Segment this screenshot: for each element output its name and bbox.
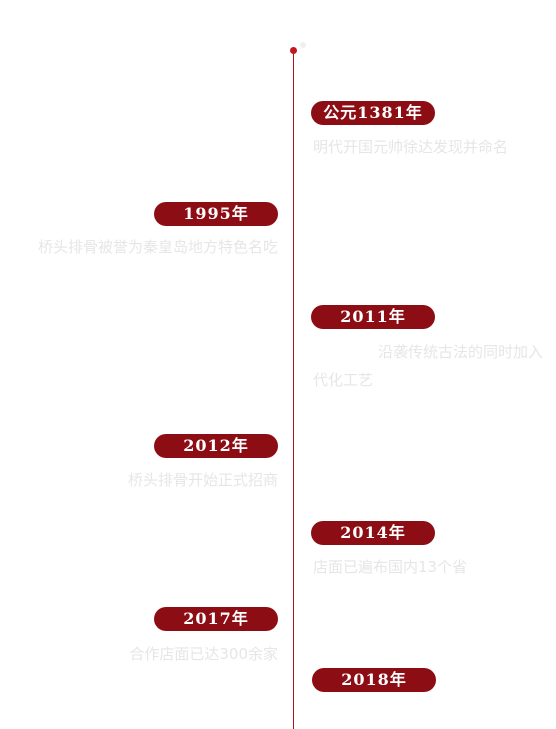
year-badge-1995: 1995年 — [154, 202, 278, 226]
event-description-2012: 桥头排骨开始正式招商 — [127, 471, 278, 489]
year-badge-1381: 公元1381年 — [311, 101, 435, 125]
timeline-line — [293, 50, 294, 729]
event-description-2014: 店面已遍布国内13个省 — [313, 558, 468, 576]
event-description-1995: 桥头排骨被誉为秦皇岛地方特色名吃 — [37, 238, 278, 256]
year-badge-2018: 2018年 — [312, 668, 436, 692]
event-description-2011: 沿袭传统古法的同时加入 — [378, 343, 544, 361]
decorative-dot — [300, 42, 306, 48]
year-badge-2011: 2011年 — [311, 305, 435, 329]
year-badge-2017: 2017年 — [154, 607, 278, 631]
event-description-2017: 合作店面已达300余家 — [129, 645, 278, 663]
timeline-start-dot — [290, 47, 297, 54]
event-description-2011-continued: 代化工艺 — [313, 371, 374, 389]
event-description-1381: 明代开国元帅徐达发现并命名 — [313, 138, 509, 156]
year-badge-2012: 2012年 — [154, 434, 278, 458]
year-badge-2014: 2014年 — [311, 521, 435, 545]
